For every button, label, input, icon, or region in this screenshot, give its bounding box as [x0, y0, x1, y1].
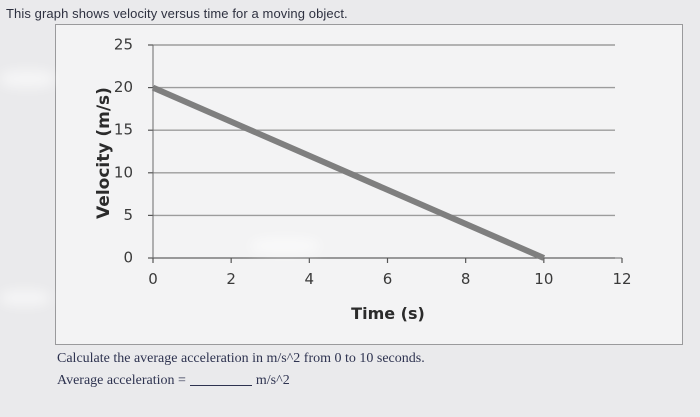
axis-layer: [148, 44, 623, 263]
x-tick-label: 2: [226, 270, 236, 288]
y-tick-label: 15: [114, 121, 133, 139]
question-text: Calculate the average acceleration in m/…: [57, 351, 425, 366]
x-tick-label: 6: [383, 270, 393, 288]
answer-unit: m/s^2: [255, 373, 290, 388]
x-tick-label: 10: [534, 270, 553, 288]
x-tick-label: 12: [612, 270, 631, 288]
series-layer: [151, 84, 546, 261]
y-tick-label: 10: [114, 163, 133, 181]
y-axis-label: Velocity (m/s): [94, 87, 114, 219]
answer-label: Average acceleration =: [57, 373, 186, 388]
y-tick-label: 0: [123, 249, 133, 267]
velocity-line: [151, 84, 546, 261]
x-axis-label: Time (s): [351, 304, 425, 323]
y-tick-label: 5: [123, 206, 133, 224]
prompt-text: This graph shows velocity versus time fo…: [6, 6, 348, 21]
answer-blank-input[interactable]: [189, 384, 252, 386]
y-tick-label: 25: [114, 36, 133, 54]
x-tick-label: 4: [305, 270, 315, 288]
tick-layer: 0 5 10 15 20 25 0 2 4 6 8 10 12: [114, 36, 632, 289]
x-tick-label: 8: [461, 270, 471, 288]
x-tick-label: 0: [148, 270, 158, 288]
answer-row: Average acceleration = m/s^2: [57, 372, 290, 389]
grid-layer: [153, 44, 615, 259]
y-tick-label: 20: [114, 78, 133, 96]
